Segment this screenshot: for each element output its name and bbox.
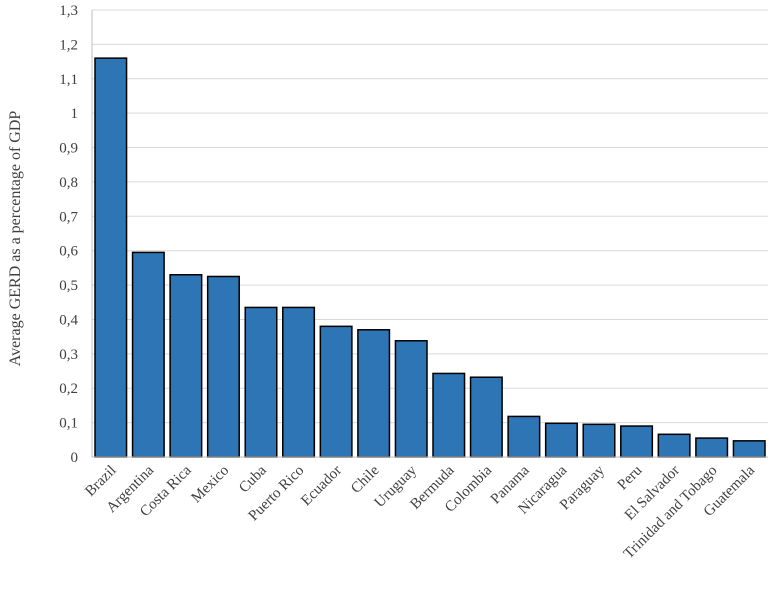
bars xyxy=(94,57,766,458)
bar-cuba xyxy=(244,306,278,458)
bar-bermuda xyxy=(432,372,466,458)
y-tick-label: 0 xyxy=(71,450,79,466)
y-tick-label: 0,2 xyxy=(59,381,78,397)
y-tick-label: 0,9 xyxy=(59,141,78,157)
y-axis-title: Average GERD as a percentage of GDP xyxy=(7,111,24,367)
bar-argentina xyxy=(131,251,165,458)
y-tick-label: 0,6 xyxy=(59,244,78,260)
x-tick-label: Cuba xyxy=(236,462,270,496)
y-tick-label: 0,7 xyxy=(59,209,78,225)
bar-guatemala xyxy=(732,440,766,458)
x-tick-label: Chile xyxy=(348,462,383,497)
y-tick-label: 1,1 xyxy=(59,72,78,88)
y-axis-ticks: 0 0,1 0,2 0,3 0,4 0,5 0,6 0,7 0,8 0,9 1 1,1 1,2 1,3 xyxy=(59,3,78,466)
bar-peru xyxy=(620,425,654,458)
bar-panama xyxy=(507,415,541,458)
bar-brazil xyxy=(94,57,128,458)
y-tick-label: 0,4 xyxy=(59,312,78,328)
bar-nicaragua xyxy=(544,422,578,458)
y-tick-label: 0,1 xyxy=(59,416,78,432)
bar-mexico xyxy=(206,275,240,458)
bar-trinidad-and-tobago xyxy=(695,437,729,458)
y-tick-label: 1,3 xyxy=(59,3,78,19)
y-tick-label: 1 xyxy=(71,106,79,122)
bar-costa-rica xyxy=(169,274,203,458)
bar-colombia xyxy=(469,376,503,458)
y-tick-label: 0,3 xyxy=(59,347,78,363)
y-tick-label: 1,2 xyxy=(59,37,78,53)
bar-puerto-rico xyxy=(282,306,316,458)
x-tick-label: Mexico xyxy=(189,463,233,507)
x-tick-label: Ecuador xyxy=(298,463,345,510)
bar-chile xyxy=(357,329,391,458)
gridlines xyxy=(92,9,768,424)
bar-uruguay xyxy=(394,340,428,458)
bar-paraguay xyxy=(582,423,616,458)
y-tick-label: 0,5 xyxy=(59,278,78,294)
x-tick-label: Peru xyxy=(615,462,646,493)
bar-el-salvador xyxy=(657,433,691,458)
y-tick-label: 0,8 xyxy=(59,175,78,191)
bar-ecuador xyxy=(319,325,353,458)
